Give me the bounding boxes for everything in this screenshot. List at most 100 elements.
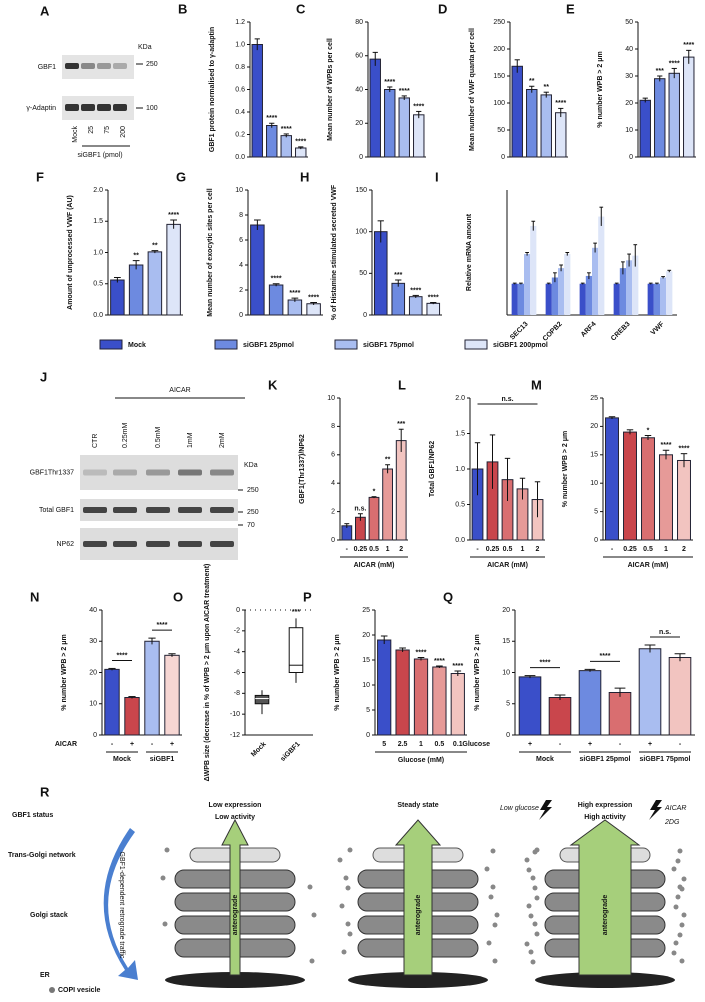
bar <box>623 431 637 541</box>
bar <box>638 648 662 736</box>
bar <box>369 58 381 158</box>
x-tick-label: - <box>619 741 622 748</box>
vesicle <box>677 848 683 854</box>
bar <box>654 78 666 158</box>
bracket-label: n.s. <box>501 396 513 403</box>
lane: Mock <box>72 126 79 143</box>
bracket-label: **** <box>157 622 168 629</box>
legend-swatch <box>214 339 238 350</box>
bar <box>295 147 307 158</box>
vesicle <box>681 912 687 918</box>
significance: **** <box>661 442 672 449</box>
x-axis-label: Glucose <box>462 741 490 748</box>
significance: ** <box>133 252 139 259</box>
legend-label: Mock <box>128 342 146 349</box>
blot-row: NP62 <box>56 541 74 548</box>
x-tick-label: - <box>679 741 682 748</box>
x-tick-label: VWF <box>650 320 666 336</box>
y-tick-label: -2 <box>234 628 240 635</box>
y-tick-label: 2.0 <box>93 187 103 194</box>
significance: **** <box>683 42 694 49</box>
bar <box>391 282 406 316</box>
bar <box>413 658 429 736</box>
significance: **** <box>295 139 306 146</box>
x-tick-label: - <box>111 741 114 748</box>
vesicle <box>494 912 500 918</box>
marker: 250 <box>247 487 259 494</box>
x-tick-label: + <box>648 741 652 748</box>
significance: * <box>647 427 650 434</box>
y-tick-label: 1.5 <box>455 430 465 437</box>
y-tick-label: 0 <box>363 312 367 319</box>
bar <box>413 114 425 158</box>
marker: 70 <box>247 522 255 529</box>
group-label: Mock <box>536 756 554 763</box>
bar <box>683 56 695 158</box>
panel-letter: B <box>178 1 187 16</box>
band <box>113 541 137 547</box>
y-tick-label: 2 <box>239 287 243 294</box>
bar <box>251 44 263 158</box>
dg: 2DG <box>664 819 680 826</box>
vesicle <box>528 913 534 919</box>
y-tick-label: 10 <box>590 480 598 487</box>
y-axis-label: Mean number of exocytic sites per cell <box>207 188 214 316</box>
y-tick-label: 0.4 <box>235 109 245 116</box>
x-tick-label: SEC13 <box>509 321 530 342</box>
legend-swatch <box>464 339 488 350</box>
y-tick-label: 10 <box>362 682 370 689</box>
bar <box>585 275 592 315</box>
vesicle <box>681 876 687 882</box>
x-tick-label: 1 <box>386 546 390 553</box>
x-tick-label: - <box>559 741 562 748</box>
copi: COPI vesicle <box>58 987 101 994</box>
vesicle <box>526 867 532 873</box>
vesicle <box>534 895 540 901</box>
bar <box>592 247 599 315</box>
bar <box>450 673 465 736</box>
y-tick-label: 0.5 <box>93 281 103 288</box>
bar <box>551 277 558 315</box>
band <box>81 104 95 111</box>
x-tick-label: 0.5 <box>369 546 379 553</box>
y-tick-label: 4 <box>239 262 243 269</box>
y-tick-label: 4 <box>331 480 335 487</box>
vesicle <box>492 922 498 928</box>
y-axis-label: GBF1 protein normalised to γ-adaptin <box>209 27 216 152</box>
bar <box>668 72 680 158</box>
bar <box>408 296 423 316</box>
y-tick-label: 0 <box>594 537 598 544</box>
y-tick-label: 150 <box>355 187 367 194</box>
lane-label: siGBF1 (pmol) <box>77 152 122 159</box>
significance: ** <box>152 242 158 249</box>
band <box>178 507 202 513</box>
bar <box>540 94 552 158</box>
y-tick-label: 2.0 <box>455 395 465 402</box>
x-tick-label: 1 <box>521 546 525 553</box>
vesicle <box>675 858 681 864</box>
bar <box>619 268 626 315</box>
significance: **** <box>679 446 690 453</box>
vesicle <box>486 940 492 946</box>
vesicle <box>164 847 170 853</box>
retro-arrow <box>103 828 138 980</box>
state-subtitle: High activity <box>584 814 626 821</box>
y-tick-label: 10 <box>89 701 97 708</box>
band <box>81 63 95 69</box>
panel-letter: E <box>566 1 575 16</box>
y-tick-label: 0.8 <box>235 64 245 71</box>
bar <box>306 303 321 316</box>
bar <box>608 692 632 736</box>
x-tick-label: siGBF1 <box>279 741 301 763</box>
vesicle <box>337 857 343 863</box>
y-tick-label: 20 <box>362 632 370 639</box>
y-tick-label: -8 <box>234 690 240 697</box>
status: GBF1 status <box>12 812 53 819</box>
arrow-label: anterograde <box>415 895 422 936</box>
legend-label: siGBF1 200pmol <box>493 342 548 349</box>
bar <box>653 283 660 315</box>
vesicle <box>671 950 677 956</box>
bar <box>395 440 407 541</box>
band <box>83 541 107 547</box>
bar <box>598 216 605 315</box>
